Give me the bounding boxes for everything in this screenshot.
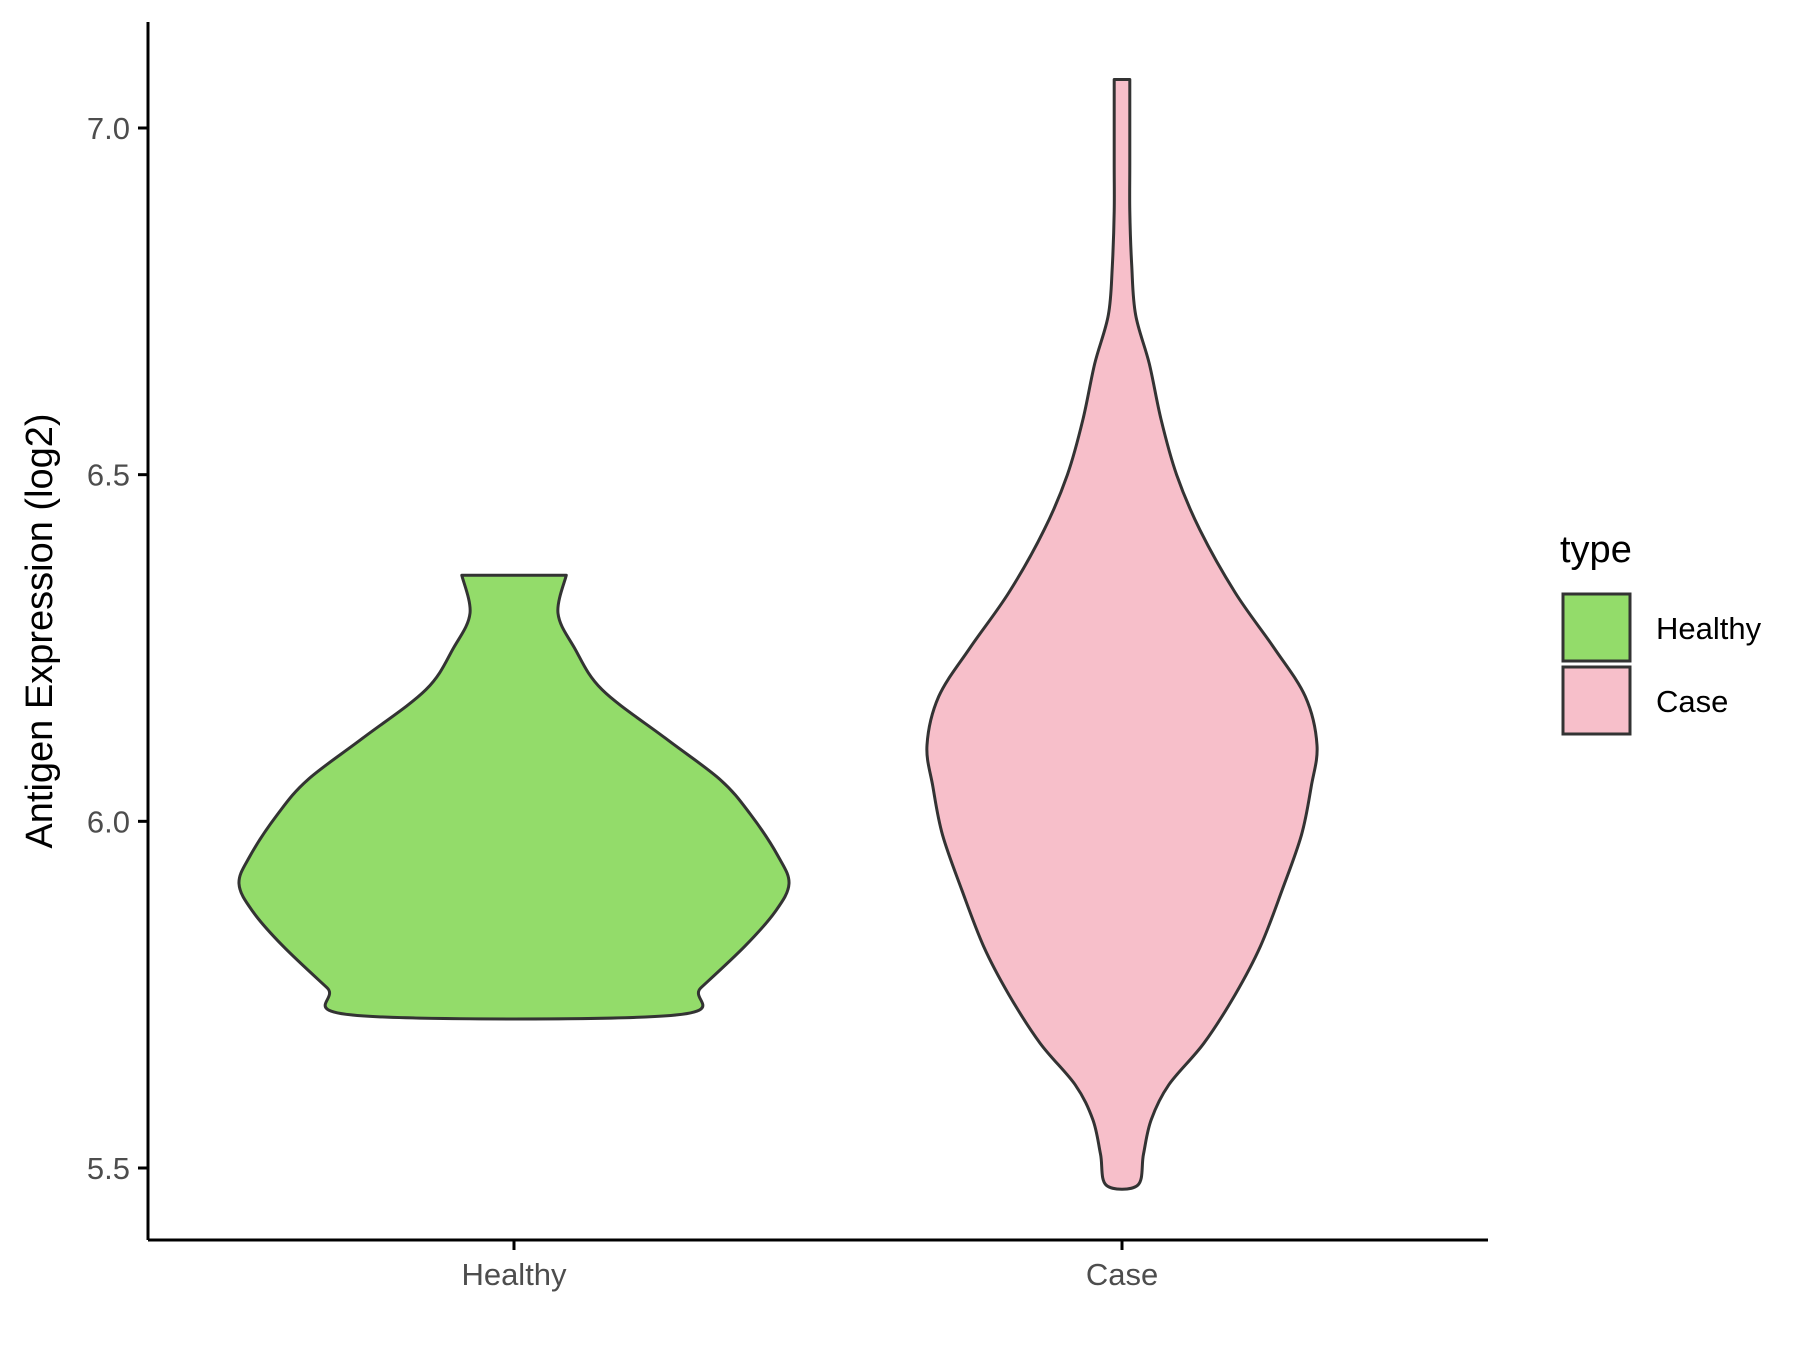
x-ticks: Healthy Case	[461, 1240, 1158, 1292]
y-axis-title: Antigen Expression (log2)	[19, 413, 61, 848]
x-tick-label: Healthy	[461, 1257, 567, 1292]
legend: type Healthy Case	[1560, 529, 1762, 736]
y-tick-label: 6.5	[87, 458, 130, 493]
legend-swatch-case	[1561, 665, 1632, 736]
violin-layer	[237, 78, 1319, 1191]
legend-label-case: Case	[1656, 684, 1728, 719]
axes-layer: 5.5 6.0 6.5 7.0 Healthy Case Antigen Express…	[19, 22, 1488, 1292]
y-tick-label: 5.5	[87, 1151, 130, 1186]
legend-label-healthy: Healthy	[1656, 611, 1762, 646]
y-ticks: 5.5 6.0 6.5 7.0	[87, 111, 148, 1186]
legend-items: Healthy Case	[1561, 592, 1762, 736]
y-tick-label: 7.0	[87, 111, 130, 146]
legend-title: type	[1560, 529, 1632, 571]
legend-swatch-healthy	[1561, 592, 1632, 663]
violin-case	[925, 78, 1319, 1191]
violin-healthy	[237, 573, 791, 1021]
y-tick-label: 6.0	[87, 804, 130, 839]
x-tick-label: Case	[1086, 1257, 1158, 1292]
